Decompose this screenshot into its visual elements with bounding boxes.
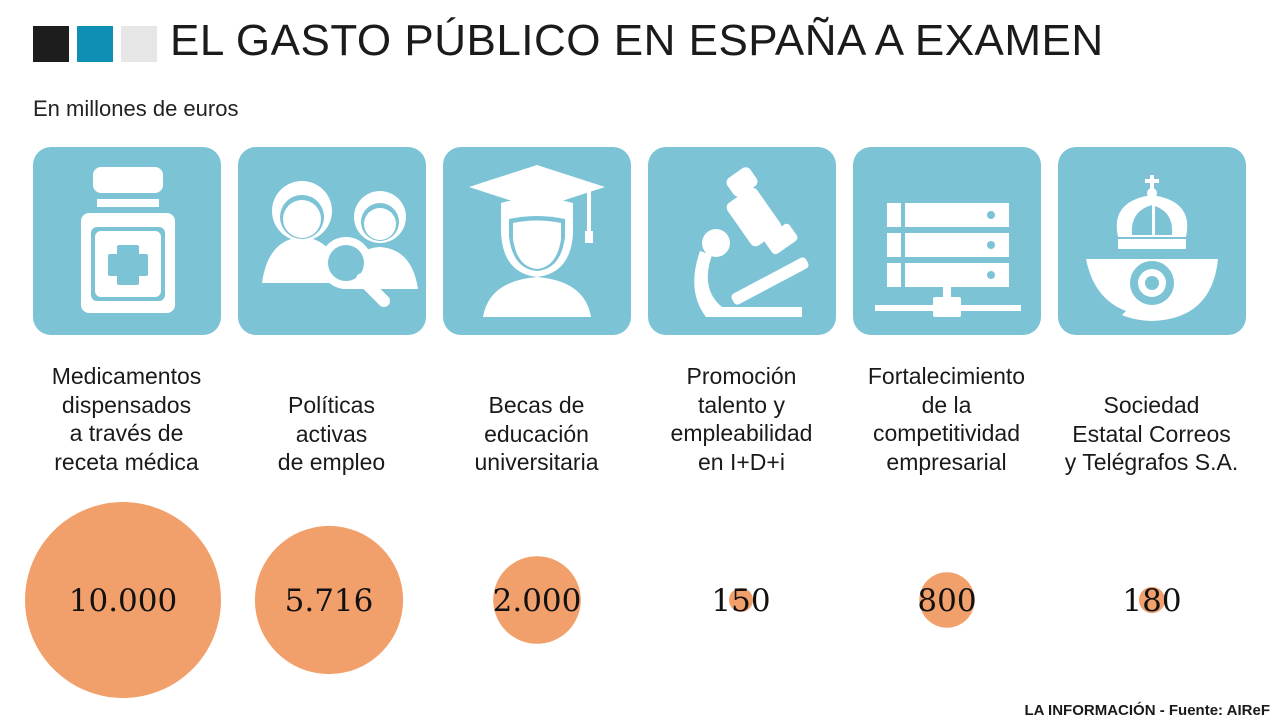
category-label: Medicamentos dispensados a través de rec… [51, 363, 202, 475]
bubble-2 [493, 556, 581, 644]
tile-becas [443, 147, 631, 335]
bubble-value-label: 10.000 [69, 583, 177, 619]
bubble-value-label: 180 [1122, 583, 1181, 619]
job-seekers-magnifier-icon [262, 181, 418, 307]
graduate-icon [469, 165, 605, 317]
bubble-5 [1138, 586, 1166, 614]
category-label: Fortalecimiento de la competitividad emp… [867, 363, 1026, 475]
microscope-icon [694, 167, 809, 317]
bubble-value-label: 150 [711, 583, 770, 619]
bubble-0 [25, 502, 221, 698]
source-credit: LA INFORMACIÓN - Fuente: AIReF [1024, 702, 1270, 719]
header-square-grey [121, 26, 157, 62]
header-square-black [33, 26, 69, 62]
chart-title: EL GASTO PÚBLICO EN ESPAÑA A EXAMEN [170, 16, 1104, 65]
bubble-value-label: 800 [917, 583, 976, 619]
correos-crown-horn-icon [1080, 175, 1218, 321]
bubble-1 [254, 525, 404, 675]
tile-politicas [238, 147, 426, 335]
bubble-value-label: 2.000 [493, 583, 582, 619]
category-label: Promoción talento y empleabilidad en I+D… [670, 363, 813, 475]
category-label: Becas de educación universitaria [474, 392, 599, 475]
category-label: Sociedad Estatal Correos y Telégrafos S.… [1064, 392, 1239, 475]
server-network-icon [875, 203, 1021, 317]
bubble-4 [919, 572, 975, 628]
tile-promocion [648, 147, 836, 335]
bubble-3 [729, 588, 753, 612]
bubble-chart: 10.000 5.716 2.000 150 800 180 [25, 502, 1182, 698]
medicine-bottle-icon [81, 167, 175, 313]
tile-medicamentos [33, 147, 221, 335]
bubble-value-label: 5.716 [285, 583, 374, 619]
tile-fortalecimiento [853, 147, 1041, 335]
header-square-blue [77, 26, 113, 62]
category-label: Políticas activas de empleo [277, 392, 386, 475]
chart-subtitle: En millones de euros [33, 96, 239, 121]
tile-correos [1058, 147, 1246, 335]
